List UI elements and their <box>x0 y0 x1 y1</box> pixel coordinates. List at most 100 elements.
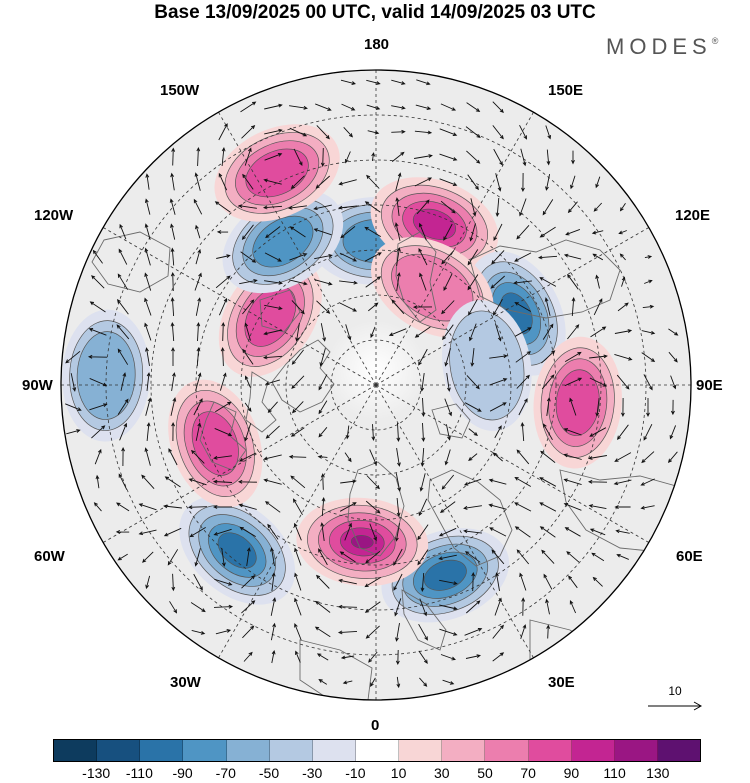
wind-arrow <box>244 147 252 166</box>
wind-arrow <box>212 479 233 484</box>
wind-arrow <box>116 298 129 315</box>
wind-arrow <box>468 453 478 462</box>
colorbar-swatch <box>399 740 443 761</box>
wind-arrow <box>439 501 456 514</box>
wind-arrow <box>369 449 377 466</box>
wind-arrow <box>441 300 455 315</box>
wind-arrow <box>313 204 332 211</box>
wind-arrow <box>218 297 228 316</box>
colorbar-swatch <box>442 740 486 761</box>
wind-arrow <box>440 200 456 214</box>
wind-arrow <box>442 324 454 341</box>
wind-arrow <box>315 600 331 613</box>
wind-arrow <box>339 502 357 512</box>
wind-arrow <box>241 575 256 589</box>
registered-mark: ® <box>711 36 719 46</box>
wind-arrow <box>344 452 352 463</box>
wind-arrow <box>395 473 402 492</box>
wind-arrow <box>187 505 208 510</box>
wind-arrow <box>463 505 482 510</box>
wind-arrow <box>617 302 629 312</box>
wind-arrow <box>267 523 279 540</box>
wind-arrow <box>291 349 304 365</box>
wind-arrow <box>144 322 152 341</box>
wind-arrow <box>420 572 425 593</box>
wind-arrow <box>569 600 577 614</box>
wind-arrow <box>365 625 380 639</box>
colorbar-tick-label: -50 <box>258 765 280 781</box>
wind-arrow <box>588 455 607 460</box>
wind-arrow <box>364 252 382 262</box>
wind-arrow <box>571 150 575 165</box>
wind-arrow <box>315 574 330 589</box>
wind-arrow <box>241 224 254 241</box>
anomaly-contour <box>449 310 525 421</box>
negative-anomaly <box>62 309 151 442</box>
wind-arrow <box>366 104 381 110</box>
wind-arrow <box>541 350 556 364</box>
colorbar-swatch <box>54 740 98 761</box>
wind-arrow <box>516 549 530 565</box>
colorbar-swatch <box>485 740 529 761</box>
wind-arrow <box>394 523 401 542</box>
wind-arrow <box>419 677 428 687</box>
wind-arrow <box>564 527 581 537</box>
wind-arrow <box>646 398 650 418</box>
wind-arrow <box>264 128 283 135</box>
wind-arrow <box>240 251 257 263</box>
wind-arrow <box>292 498 303 516</box>
wind-arrow <box>516 224 530 240</box>
wind-arrow <box>670 375 677 390</box>
colorbar-swatch <box>614 740 658 761</box>
wind-arrow <box>396 272 401 291</box>
wind-arrow <box>170 321 175 342</box>
wind-arrow <box>364 601 381 613</box>
wind-arrow <box>91 425 106 439</box>
wind-arrow <box>440 103 457 111</box>
wind-arrow <box>163 527 182 537</box>
wind-arrow <box>441 474 455 490</box>
wind-arrow <box>591 230 604 235</box>
wind-arrow <box>216 254 231 259</box>
wind-arrow <box>142 551 154 563</box>
wind-arrow <box>340 226 356 239</box>
map-title: Base 13/09/2025 00 UTC, valid 14/09/2025… <box>154 2 596 23</box>
wind-arrow <box>238 503 257 510</box>
wind-arrow <box>163 504 182 509</box>
meridian-line <box>218 384 377 658</box>
wind-arrow <box>643 423 653 441</box>
wind-arrow <box>295 323 300 342</box>
wind-arrow <box>488 478 507 485</box>
wind-arrow <box>416 199 430 215</box>
wind-arrow <box>146 422 151 441</box>
reference-vector-label: 10 <box>668 684 682 698</box>
wind-arrow <box>144 272 152 291</box>
meridian-line <box>218 112 377 386</box>
wind-arrow <box>244 322 251 341</box>
wind-arrow <box>563 428 582 436</box>
colorbar-swatch <box>269 740 313 761</box>
wind-arrow <box>587 479 608 484</box>
wind-arrow <box>191 629 206 635</box>
wind-arrow <box>396 422 401 443</box>
wind-arrow <box>242 173 254 190</box>
wind-arrow <box>371 424 376 441</box>
wind-arrow <box>545 598 550 615</box>
wind-arrow <box>144 447 151 466</box>
wind-arrow <box>263 329 282 336</box>
wind-arrow <box>341 103 356 111</box>
polar-map <box>60 69 703 711</box>
lon-label-30w: 30W <box>170 674 201 691</box>
wind-arrow <box>264 280 283 285</box>
wind-arrow <box>87 354 108 359</box>
wind-arrow <box>445 424 451 441</box>
wind-arrow <box>417 549 429 566</box>
wind-arrow <box>563 253 582 260</box>
wind-arrow <box>421 397 426 418</box>
wind-arrow <box>169 198 176 215</box>
wind-arrow <box>195 224 201 239</box>
colorbar-tick-label: -70 <box>215 765 236 781</box>
wind-arrow <box>644 255 653 259</box>
wind-arrow <box>566 551 580 563</box>
wind-arrow <box>290 427 305 437</box>
